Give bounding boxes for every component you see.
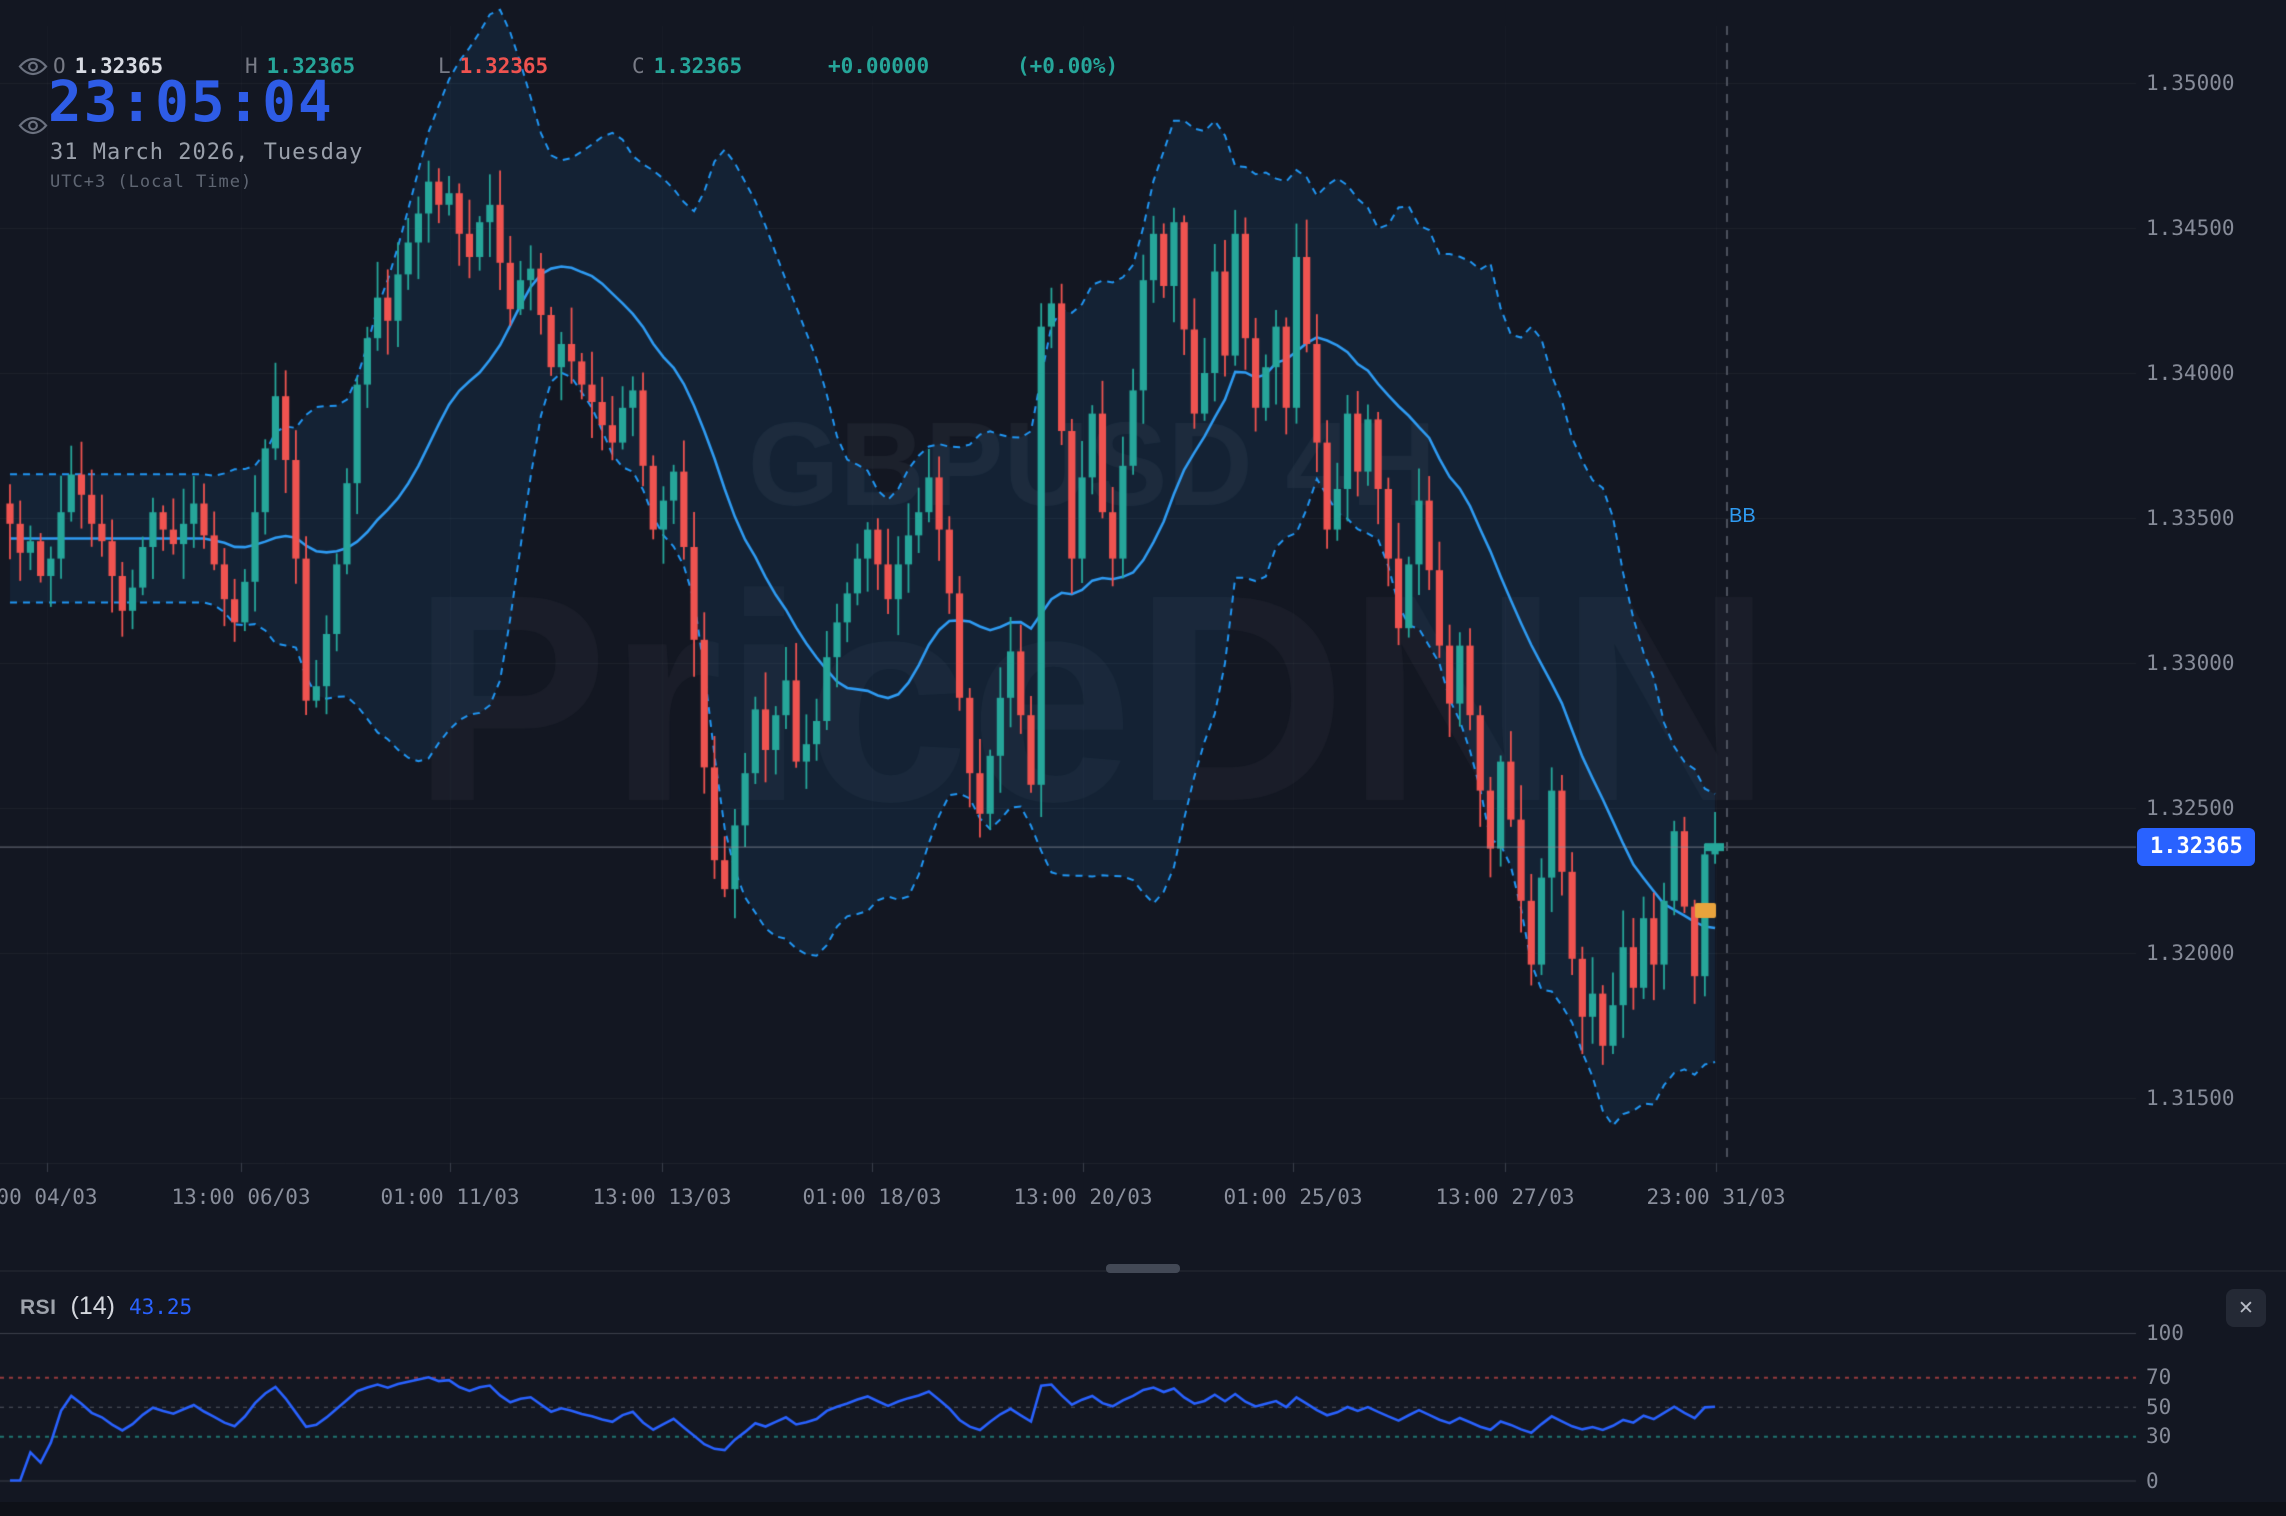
pane-resize-handle[interactable] [1106,1264,1180,1273]
rsi-axis-label: 30 [2146,1424,2171,1448]
rsi-value: 43.25 [129,1295,192,1319]
rsi-header: RSI (14) 43.25 [20,1292,192,1321]
rsi-title: RSI [20,1296,57,1320]
rsi-axis: 100 70 50 30 0 [0,0,2286,1516]
rsi-axis-label: 100 [2146,1321,2184,1345]
rsi-params: (14) [71,1292,115,1321]
bottom-edge-strip [0,1502,2286,1516]
rsi-close-button[interactable]: ✕ [2226,1289,2266,1327]
close-icon: ✕ [2238,1297,2254,1320]
rsi-axis-label: 70 [2146,1365,2171,1389]
rsi-axis-label: 0 [2146,1469,2159,1493]
trading-chart-app: O1.32365 H1.32365 L1.32365 C1.32365 +0.0… [0,0,2286,1516]
rsi-axis-label: 50 [2146,1395,2171,1419]
